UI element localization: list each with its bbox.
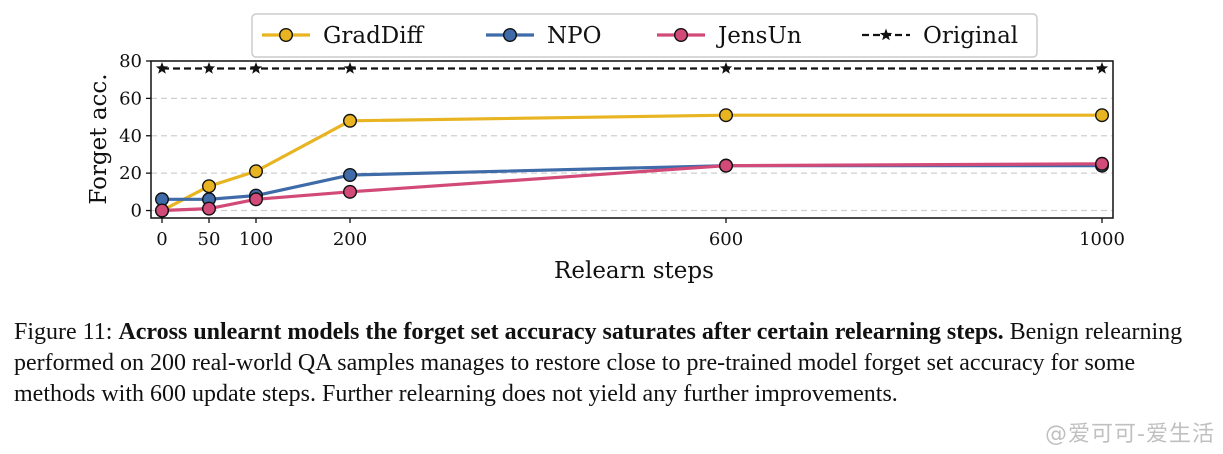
y-tick-label: 20 xyxy=(119,163,142,184)
forget-accuracy-chart: GradDiff NPO JensUn Original 0 20 40 60 80 0 50 1… xyxy=(86,13,1125,284)
data-point-original xyxy=(202,61,216,74)
data-point-jensun xyxy=(1094,156,1109,171)
data-point-jensun xyxy=(154,203,169,218)
data-point-original xyxy=(155,61,169,74)
caption-title: Across unlearnt models the forget set ac… xyxy=(118,319,1004,345)
data-point-graddiff xyxy=(248,164,263,179)
legend-item-jensun: JensUn xyxy=(657,23,802,49)
legend-label-npo: NPO xyxy=(547,23,601,49)
x-tick-label: 600 xyxy=(709,229,743,250)
legend-item-npo: NPO xyxy=(486,23,601,49)
legend-box xyxy=(251,13,1038,58)
data-point-jensun xyxy=(248,192,263,207)
data-point-original xyxy=(249,61,263,74)
y-tick-label: 60 xyxy=(119,88,142,109)
x-tick-label: 200 xyxy=(333,229,367,250)
legend-marker-npo xyxy=(503,28,518,43)
caption-label: Figure 11: xyxy=(14,319,119,345)
legend: GradDiff NPO JensUn Original xyxy=(251,13,1038,58)
legend-item-graddiff: GradDiff xyxy=(262,23,425,49)
legend-label-original: Original xyxy=(923,23,1018,49)
data-point-graddiff xyxy=(343,113,358,128)
legend-label-graddiff: GradDiff xyxy=(323,23,425,49)
x-tick-label: 100 xyxy=(239,229,273,250)
legend-marker-graddiff xyxy=(279,28,294,43)
legend-label-jensun: JensUn xyxy=(716,23,802,49)
data-point-original xyxy=(719,61,733,74)
series-line-graddiff xyxy=(161,113,1102,212)
data-point-npo xyxy=(343,168,358,183)
data-point-original xyxy=(1095,61,1109,74)
legend-marker-jensun xyxy=(674,28,689,43)
figure-caption: Figure 11: Across unlearnt models the fo… xyxy=(14,317,1214,410)
y-axis-label: Forget acc. xyxy=(86,73,112,204)
x-axis-label: Relearn steps xyxy=(554,258,714,284)
watermark-text: @爱可可-爱生活 xyxy=(1045,422,1215,447)
data-point-graddiff xyxy=(719,108,734,123)
data-point-jensun xyxy=(719,158,734,173)
x-tick-label: 50 xyxy=(198,229,221,250)
plot-frame xyxy=(150,60,1114,219)
data-point-jensun xyxy=(343,184,358,199)
data-point-graddiff xyxy=(1094,108,1109,123)
y-tick-label: 40 xyxy=(119,126,142,147)
data-point-graddiff xyxy=(201,179,216,194)
y-tick-label: 0 xyxy=(131,201,142,222)
legend-item-original: Original xyxy=(862,23,1018,49)
series-line-jensun xyxy=(161,162,1103,213)
x-tick-label: 1000 xyxy=(1079,229,1125,250)
legend-marker-original xyxy=(879,28,893,41)
plot-area: 0 20 40 60 80 0 50 100 200 600 1000 xyxy=(119,51,1125,250)
x-tick-label: 0 xyxy=(156,229,167,250)
y-tick-label: 80 xyxy=(119,51,142,72)
caption-body: Benign relearning performed on 200 real-… xyxy=(14,319,1183,407)
data-point-original xyxy=(343,61,357,74)
data-point-jensun xyxy=(201,201,216,216)
